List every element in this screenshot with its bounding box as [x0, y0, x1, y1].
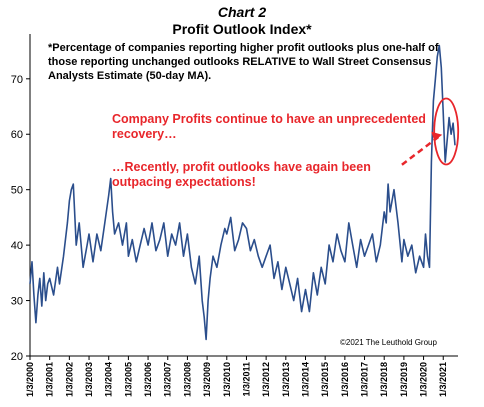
y-tick-label: 50 [11, 185, 23, 197]
series-layer [29, 44, 456, 341]
x-tick-label: 1/3/2001 [45, 362, 55, 397]
x-tick-label: 1/3/2020 [419, 362, 429, 397]
y-tick-label: 40 [11, 240, 23, 252]
y-tick-label: 60 [11, 129, 23, 141]
x-tick-label: 1/3/2012 [261, 362, 271, 397]
x-tick-label: 1/3/2009 [202, 362, 212, 397]
x-tick-label: 1/3/2006 [143, 362, 153, 397]
callout-recovery: Company Profits continue to have an unpr… [112, 112, 426, 141]
highlight-ellipse [433, 97, 460, 166]
x-tick-label: 1/3/2008 [182, 362, 192, 397]
x-tick-label: 1/3/2005 [123, 362, 133, 397]
x-tick-label: 1/3/2019 [399, 362, 409, 397]
axes: 20 30 40 50 60 70 1/3/2000 1/3/2001 1/3/2002 1/3/… [11, 34, 458, 397]
y-tick-label: 20 [11, 351, 23, 363]
x-tick-label: 1/3/2000 [25, 362, 35, 397]
arrow-head [431, 131, 443, 141]
x-tick-label: 1/3/2015 [320, 362, 330, 397]
arrow-shaft [401, 136, 440, 166]
x-tick-label: 1/3/2003 [84, 362, 94, 397]
y-tick-label: 70 [11, 74, 23, 86]
x-tick-label: 1/3/2010 [222, 362, 232, 397]
chart-title: Profit Outlook Index* [172, 21, 312, 37]
x-tick-label: 1/3/2002 [64, 362, 74, 397]
x-tick-label: 1/3/2014 [300, 362, 310, 397]
x-tick-label: 1/3/2007 [163, 362, 173, 397]
x-tick-label: 1/3/2018 [379, 362, 389, 397]
copyright-note: ©2021 The Leuthold Group [340, 338, 437, 347]
series-line-profit-outlook [29, 44, 456, 341]
x-tick-label: 1/3/2013 [281, 362, 291, 397]
x-tick-label: 1/3/2021 [438, 362, 448, 397]
annotation-layer [401, 97, 460, 166]
x-tick-label: 1/3/2011 [241, 362, 251, 397]
chart-number: Chart 2 [217, 4, 267, 20]
callout-outpacing: …Recently, profit outlooks have again be… [112, 160, 371, 189]
chart-subtitle: *Percentage of companies reporting highe… [48, 42, 439, 82]
x-tick-label: 1/3/2016 [340, 362, 350, 397]
x-tick-label: 1/3/2004 [104, 362, 114, 397]
x-tick-label: 1/3/2017 [360, 362, 370, 397]
y-tick-label: 30 [11, 296, 23, 308]
